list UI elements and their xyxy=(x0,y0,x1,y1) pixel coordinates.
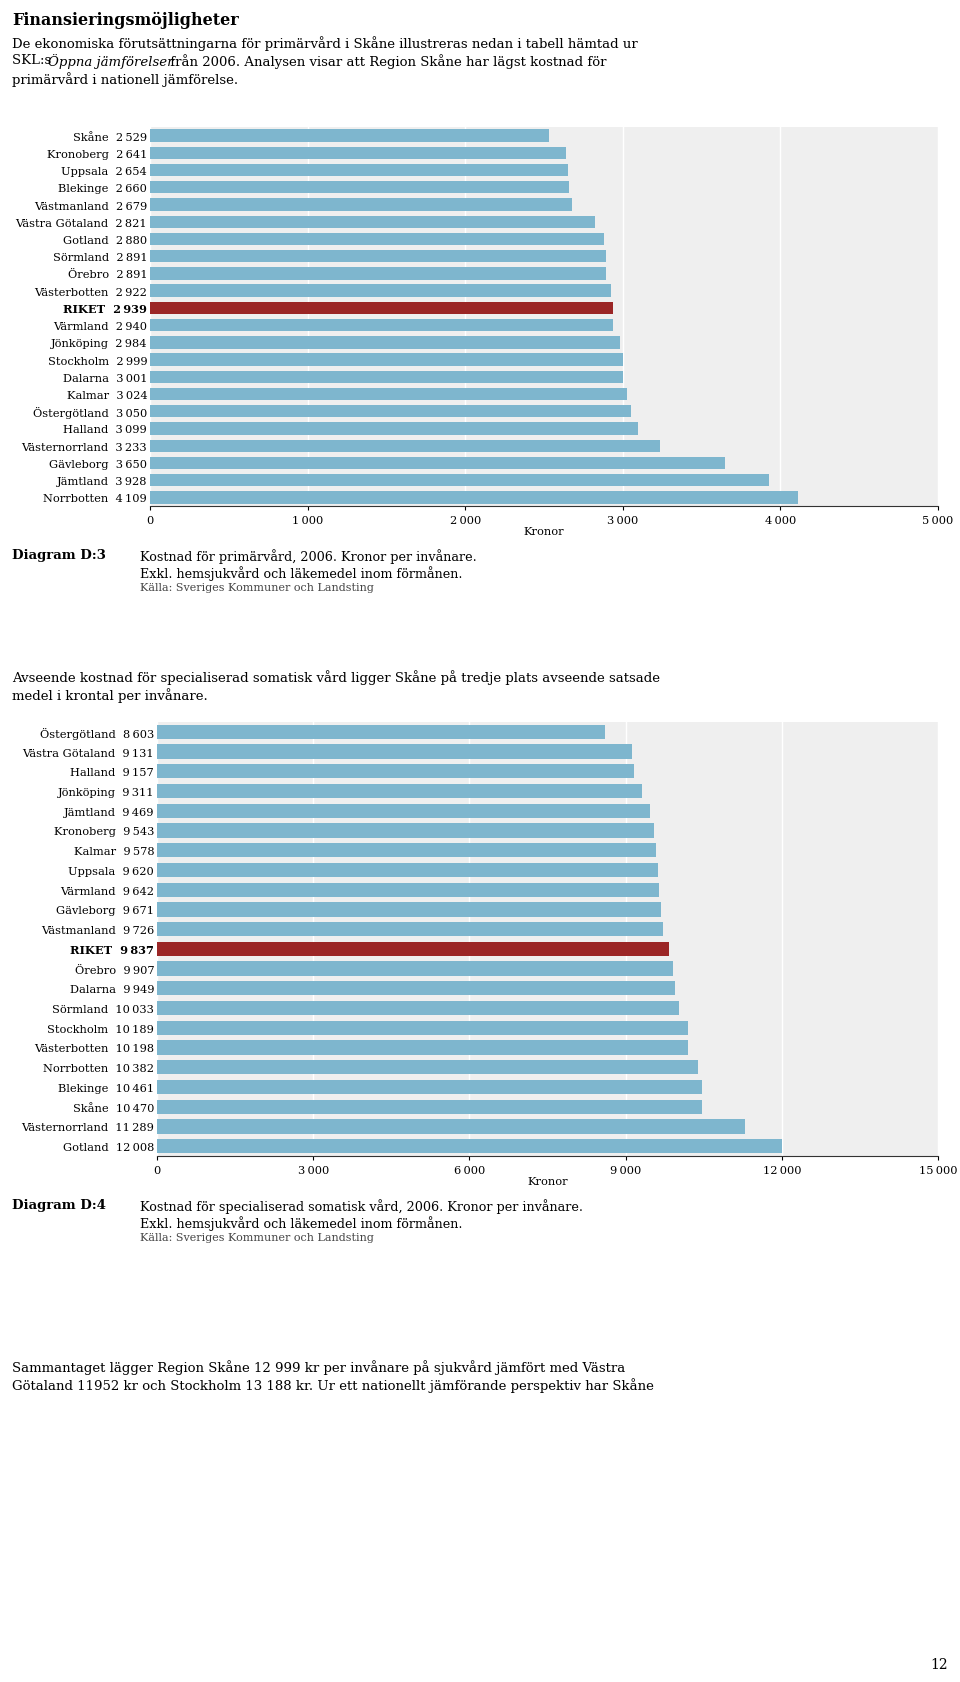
Bar xyxy=(157,804,650,819)
Bar xyxy=(150,320,613,331)
Bar xyxy=(157,784,642,799)
Bar xyxy=(150,182,569,195)
Bar xyxy=(150,251,606,264)
Bar xyxy=(157,1001,680,1016)
Bar xyxy=(157,725,605,740)
Text: från 2006. Analysen visar att Region Skåne har lägst kostnad för: från 2006. Analysen visar att Region Skå… xyxy=(166,54,607,69)
Bar xyxy=(150,355,623,367)
Bar xyxy=(157,824,654,838)
Bar xyxy=(150,491,798,505)
Bar xyxy=(150,389,627,400)
Bar xyxy=(157,942,669,957)
Text: medel i krontal per invånare.: medel i krontal per invånare. xyxy=(12,688,207,703)
Bar xyxy=(157,883,659,897)
Text: Exkl. hemsjukvård och läkemedel inom förmånen.: Exkl. hemsjukvård och läkemedel inom för… xyxy=(140,1216,463,1230)
Bar xyxy=(157,982,675,996)
Bar xyxy=(157,1100,702,1113)
Text: Kostnad för primärvård, 2006. Kronor per invånare.: Kostnad för primärvård, 2006. Kronor per… xyxy=(140,548,477,563)
Text: Sammantaget lägger Region Skåne 12 999 kr per invånare på sjukvård jämfört med V: Sammantaget lägger Region Skåne 12 999 k… xyxy=(12,1359,625,1374)
X-axis label: Kronor: Kronor xyxy=(524,526,564,537)
Bar xyxy=(150,165,568,177)
Text: Finansieringsmöjligheter: Finansieringsmöjligheter xyxy=(12,12,239,29)
Text: Öppna jämförelser: Öppna jämförelser xyxy=(48,54,174,69)
Bar xyxy=(150,286,611,298)
Bar xyxy=(157,1041,688,1055)
Text: Avseende kostnad för specialiserad somatisk vård ligger Skåne på tredje plats av: Avseende kostnad för specialiserad somat… xyxy=(12,669,660,685)
Text: 12: 12 xyxy=(930,1657,948,1670)
Bar xyxy=(150,303,613,315)
Bar xyxy=(157,922,663,937)
Bar xyxy=(157,1060,698,1075)
Bar xyxy=(150,474,769,488)
Bar xyxy=(150,424,638,436)
Bar xyxy=(157,1120,745,1134)
Bar xyxy=(157,844,656,858)
Text: Källa: Sveriges Kommuner och Landsting: Källa: Sveriges Kommuner och Landsting xyxy=(140,1233,373,1243)
Bar xyxy=(157,765,634,779)
Bar xyxy=(150,405,631,419)
Text: Exkl. hemsjukvård och läkemedel inom förmånen.: Exkl. hemsjukvård och läkemedel inom för… xyxy=(140,565,463,580)
X-axis label: Kronor: Kronor xyxy=(527,1177,567,1187)
Bar xyxy=(157,1139,782,1154)
Bar xyxy=(150,267,606,281)
Bar xyxy=(150,372,623,383)
Text: Diagram D:4: Diagram D:4 xyxy=(12,1198,106,1211)
Bar xyxy=(157,745,633,759)
Text: De ekonomiska förutsättningarna för primärvård i Skåne illustreras nedan i tabel: De ekonomiska förutsättningarna för prim… xyxy=(12,35,637,50)
Text: primärvård i nationell jämförelse.: primärvård i nationell jämförelse. xyxy=(12,72,238,87)
Bar xyxy=(150,458,725,469)
Bar xyxy=(157,1080,702,1095)
Bar xyxy=(150,148,566,160)
Text: SKL:s: SKL:s xyxy=(12,54,56,67)
Bar xyxy=(150,336,620,350)
Bar xyxy=(150,198,572,212)
Text: Kostnad för specialiserad somatisk vård, 2006. Kronor per invånare.: Kostnad för specialiserad somatisk vård,… xyxy=(140,1198,583,1213)
Bar xyxy=(150,217,594,229)
Bar xyxy=(150,234,604,246)
Bar xyxy=(157,962,673,976)
Bar xyxy=(150,441,660,452)
Bar xyxy=(157,1021,687,1034)
Bar xyxy=(157,863,658,878)
Text: Diagram D:3: Diagram D:3 xyxy=(12,548,106,562)
Bar xyxy=(157,903,660,917)
Bar xyxy=(150,130,548,143)
Text: Källa: Sveriges Kommuner och Landsting: Källa: Sveriges Kommuner och Landsting xyxy=(140,582,373,592)
Text: Götaland 11952 kr och Stockholm 13 188 kr. Ur ett nationellt jämförande perspekt: Götaland 11952 kr och Stockholm 13 188 k… xyxy=(12,1378,654,1393)
